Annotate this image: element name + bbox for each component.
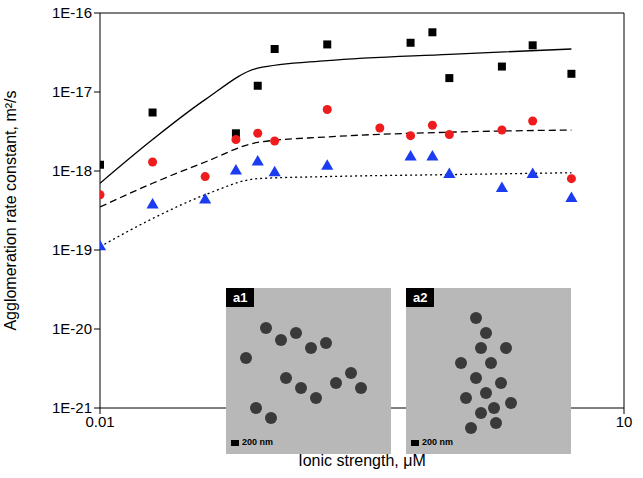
svg-text:1E-20: 1E-20 [52,320,92,337]
svg-text:10: 10 [616,413,633,430]
svg-text:0.01: 0.01 [85,412,115,430]
svg-text:1E-19: 1E-19 [52,241,92,258]
svg-text:1E-21: 1E-21 [52,399,92,416]
svg-text:Agglomeration rate constant, m: Agglomeration rate constant, m²/s [2,90,19,330]
html-text:a1: a1 [233,290,248,305]
svg-text:1E-18: 1E-18 [52,162,92,179]
html-text:200 nm: 200 nm [422,437,453,447]
svg-text:Ionic strength, μM: Ionic strength, μM [298,452,426,469]
html-text:200 nm: 200 nm [242,437,273,447]
svg-text:1E-17: 1E-17 [52,83,92,100]
html-text:a2: a2 [413,290,428,305]
svg-text:1E-16: 1E-16 [52,4,92,21]
